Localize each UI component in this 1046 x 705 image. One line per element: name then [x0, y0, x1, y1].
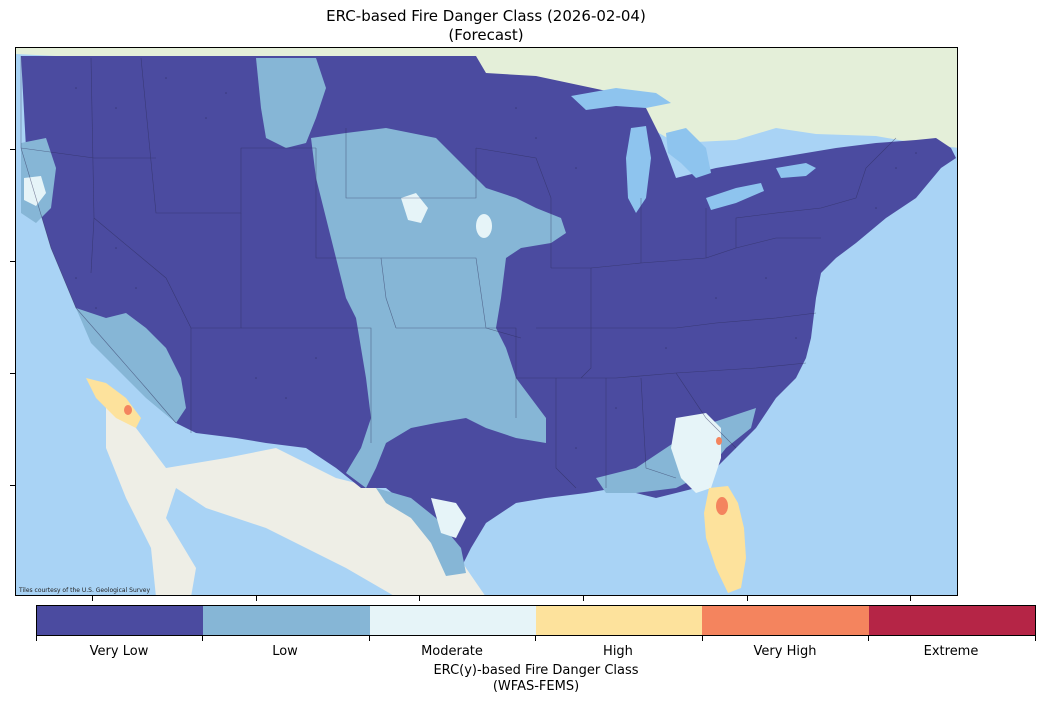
map-panel[interactable]	[15, 47, 958, 596]
region-moderate-westcoast	[24, 176, 46, 206]
region-moderate-texas-south	[431, 498, 466, 538]
region-high-socal	[86, 378, 141, 428]
colorbar-segment-very-high	[702, 606, 869, 635]
colorbar-segment-moderate	[369, 606, 536, 635]
region-moderate-georgia	[671, 413, 721, 493]
colorbar	[36, 605, 1036, 636]
x-tick	[256, 596, 257, 601]
y-tick	[10, 149, 15, 150]
colorbar-label-low: Low	[272, 644, 298, 659]
colorbar-label-moderate: Moderate	[421, 644, 483, 659]
x-tick	[747, 596, 748, 601]
colorbar-tick	[702, 636, 703, 641]
state-borders	[20, 56, 897, 489]
x-tick	[419, 596, 420, 601]
region-low-texas	[376, 488, 466, 576]
x-tick	[92, 596, 93, 601]
colorbar-tick	[369, 636, 370, 641]
region-very-high-florida	[716, 497, 728, 515]
colorbar-tick	[535, 636, 536, 641]
colorbar-label-extreme: Extreme	[923, 644, 979, 659]
colorbar-title-line2: (WFAS-FEMS)	[492, 679, 580, 694]
lake-erie	[706, 183, 764, 210]
map-attribution: Tiles courtesy of the U.S. Geological Su…	[19, 587, 151, 594]
lake-huron	[666, 128, 711, 178]
stippling	[75, 77, 917, 449]
colorbar-segment-extreme	[868, 606, 1035, 635]
lake-ontario	[776, 163, 816, 178]
mexico-land	[106, 388, 485, 595]
region-low-north	[256, 58, 326, 148]
colorbar-segment-high	[535, 606, 703, 635]
fire-danger-map	[16, 48, 957, 595]
colorbar-label-very-low: Very Low	[89, 644, 149, 659]
colorbar-label-very-high: Very High	[753, 644, 817, 659]
region-moderate-plains	[476, 214, 492, 238]
lake-superior	[571, 88, 671, 110]
y-tick	[10, 485, 15, 486]
colorbar-segment-very-low	[37, 606, 204, 635]
colorbar-title: ERC(y)-based Fire Danger Class (WFAS-FEM…	[36, 663, 1036, 695]
y-tick	[10, 261, 15, 262]
canada-land	[16, 48, 957, 148]
region-low-plains	[311, 128, 566, 488]
colorbar-tick	[868, 636, 869, 641]
region-moderate-nebraska	[401, 193, 428, 223]
map-title-line2: (Forecast)	[448, 26, 524, 44]
lake-michigan	[626, 126, 651, 213]
x-tick	[583, 596, 584, 601]
colorbar-segment-low	[203, 606, 370, 635]
y-tick	[10, 373, 15, 374]
region-high-florida	[704, 486, 746, 593]
region-very-high-socal	[124, 405, 132, 415]
map-title: ERC-based Fire Danger Class (2026-02-04)…	[0, 7, 972, 45]
colorbar-label-high: High	[603, 644, 633, 659]
colorbar-tick	[202, 636, 203, 641]
colorbar-title-line1: ERC(y)-based Fire Danger Class	[433, 663, 639, 678]
colorbar-tick	[36, 636, 37, 641]
region-low-southwest	[76, 308, 186, 423]
x-tick	[910, 596, 911, 601]
region-very-high-georgia	[716, 437, 722, 445]
map-title-line1: ERC-based Fire Danger Class (2026-02-04)	[326, 7, 646, 25]
colorbar-tick	[1035, 636, 1036, 641]
